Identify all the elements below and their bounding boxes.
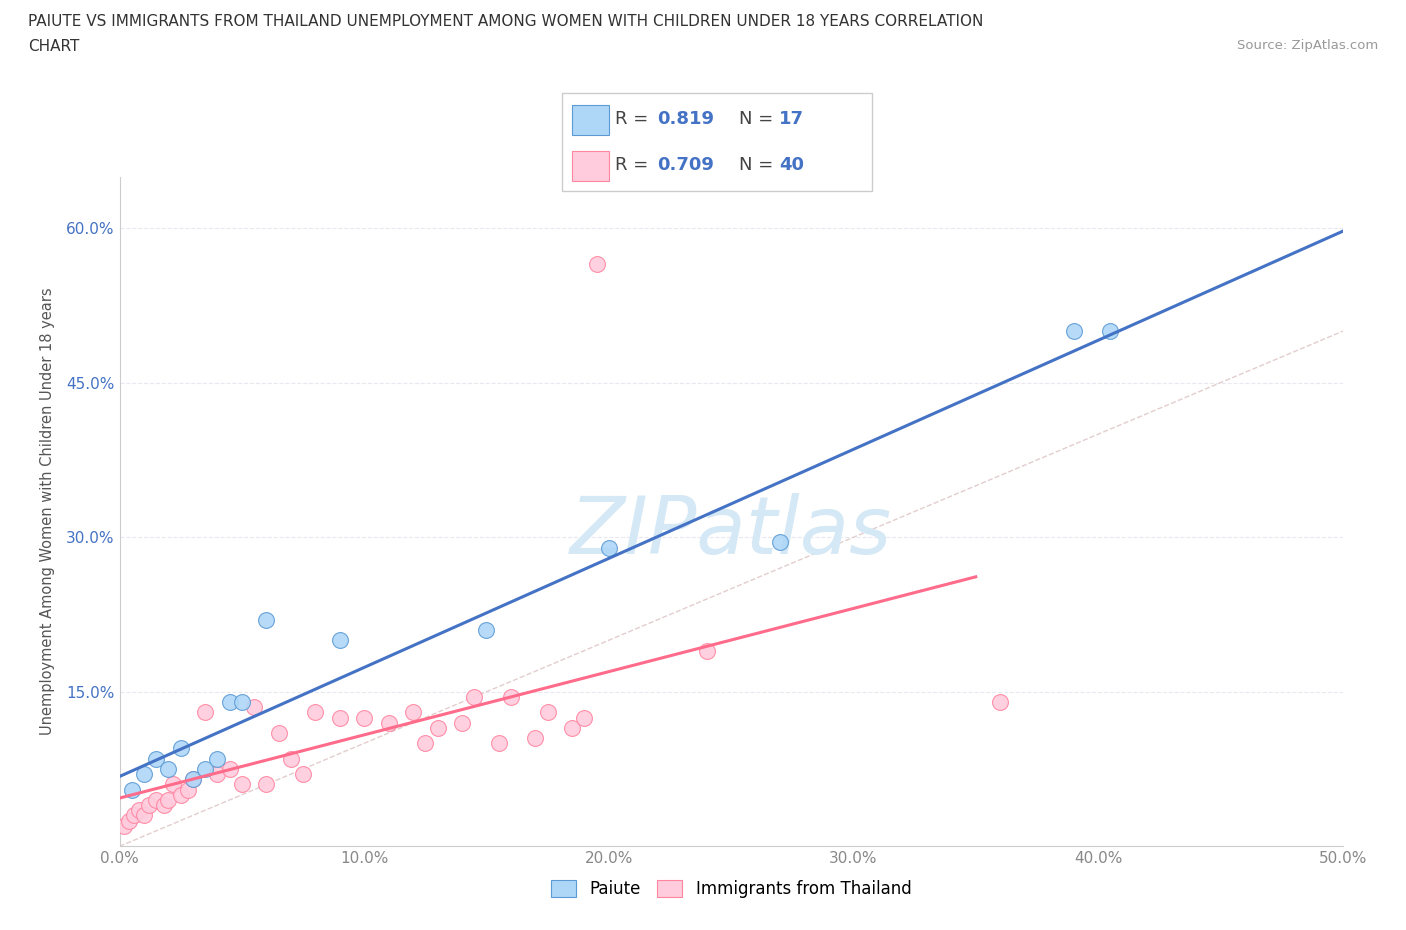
Point [152,798,174,813]
Point [585,257,607,272]
Point [769,535,792,550]
Point [132,808,155,823]
Point [524,731,547,746]
Point [1099,324,1122,339]
Point [169,788,191,803]
Point [122,808,145,823]
Text: CHART: CHART [28,39,80,54]
Point [162,777,184,792]
Point [194,705,217,720]
Point [329,711,352,725]
Point [292,766,315,781]
Point [254,777,277,792]
Point [1063,324,1085,339]
Point [254,612,277,627]
Point [280,751,302,766]
Point [231,777,253,792]
Text: R =: R = [614,156,654,174]
Y-axis label: Unemployment Among Women with Children Under 18 years: Unemployment Among Women with Children U… [39,287,55,736]
Point [118,813,141,828]
Point [243,699,266,714]
Text: N =: N = [738,111,779,128]
Point [207,751,229,766]
Point [451,715,474,730]
Point [463,689,485,704]
Point [181,772,204,787]
Legend: Paiute, Immigrants from Thailand: Paiute, Immigrants from Thailand [544,873,918,905]
Point [231,695,253,710]
Point [696,644,718,658]
Point [267,725,290,740]
Point [426,721,449,736]
Point [377,715,399,730]
FancyBboxPatch shape [562,93,872,191]
Point [207,766,229,781]
Text: 40: 40 [779,156,804,174]
Text: R =: R = [614,111,654,128]
Point [402,705,425,720]
Point [145,792,167,807]
Point [138,798,160,813]
Point [413,736,436,751]
Point [177,782,200,797]
Point [598,540,620,555]
Point [194,762,217,777]
Point [329,632,352,647]
Point [132,766,155,781]
Point [145,751,167,766]
Text: 0.819: 0.819 [657,111,714,128]
Text: N =: N = [738,156,779,174]
Point [112,818,135,833]
Text: PAIUTE VS IMMIGRANTS FROM THAILAND UNEMPLOYMENT AMONG WOMEN WITH CHILDREN UNDER : PAIUTE VS IMMIGRANTS FROM THAILAND UNEMP… [28,14,983,29]
Point [121,782,143,797]
Text: 0.709: 0.709 [657,156,714,174]
Point [988,695,1011,710]
Bar [572,151,609,180]
Text: 17: 17 [779,111,804,128]
Point [537,705,560,720]
Point [561,721,583,736]
Point [218,762,240,777]
Point [475,622,498,637]
Point [488,736,510,751]
Point [499,689,522,704]
Text: Source: ZipAtlas.com: Source: ZipAtlas.com [1237,39,1378,52]
Point [218,695,240,710]
Point [353,711,375,725]
Point [181,772,204,787]
Point [304,705,326,720]
Point [157,792,180,807]
Text: ZIPatlas: ZIPatlas [569,493,893,571]
Point [128,803,150,817]
Point [574,711,596,725]
Point [157,762,180,777]
Bar [572,105,609,135]
Point [169,741,191,756]
